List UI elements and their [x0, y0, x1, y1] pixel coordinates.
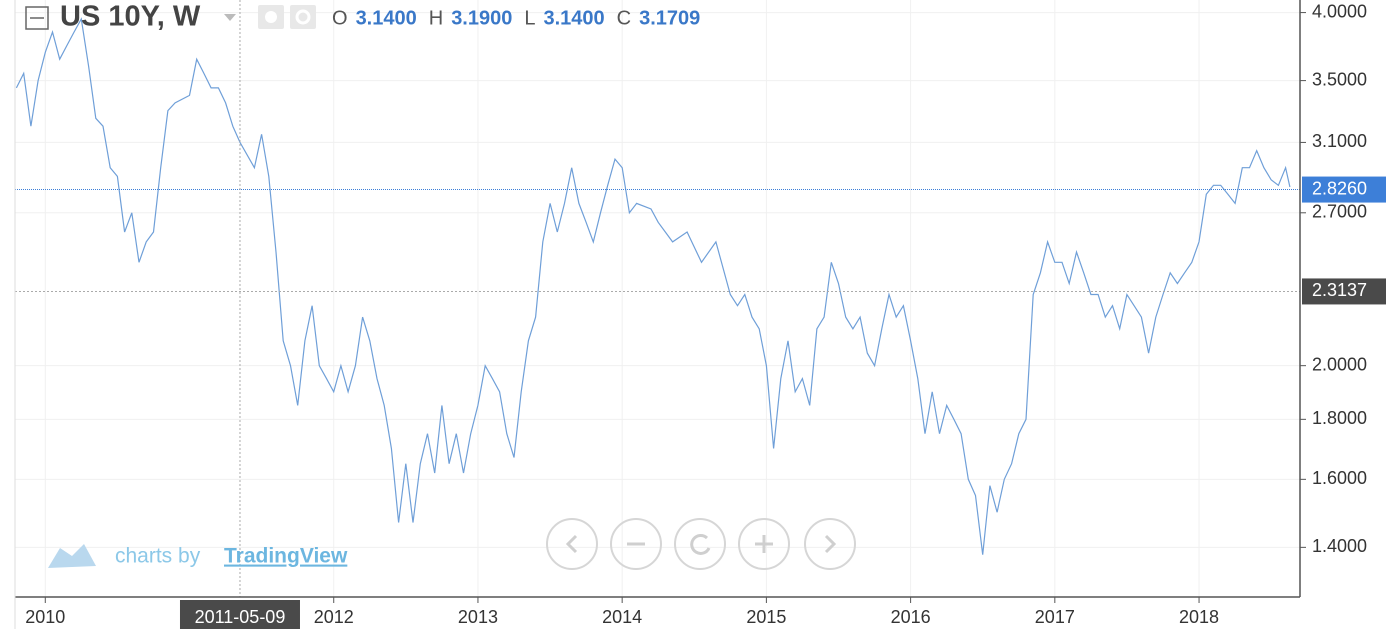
labels: 1.4000 1.6000 1.8000 2.0000 2.7000 3.1000 3.50…	[25, 1, 1386, 629]
scroll-left-button[interactable]	[546, 518, 598, 570]
plus-icon	[755, 535, 773, 553]
plot	[15, 0, 1300, 597]
grid	[15, 0, 1300, 597]
x-tick-label: 2018	[1179, 607, 1219, 627]
last-price-label: 2.8260	[1312, 178, 1367, 198]
reset-button[interactable]	[674, 518, 726, 570]
tradingview-logo	[48, 544, 96, 568]
y-tick-label: 2.0000	[1312, 354, 1367, 374]
eye-icon	[265, 11, 277, 23]
crosshair-x-label: 2011-05-09	[195, 607, 286, 627]
settings-button[interactable]	[290, 5, 316, 29]
ohlc-value: 3.1900	[451, 7, 512, 29]
ohlc-key: H	[429, 7, 443, 29]
watermark-prefix: charts by	[115, 545, 201, 568]
ohlc-value: 3.1709	[639, 7, 700, 29]
crosshair-y-label: 2.3137	[1312, 280, 1367, 300]
last-price-badge	[1302, 176, 1386, 203]
x-tick-label: 2013	[458, 607, 498, 627]
collapse-icon[interactable]	[25, 6, 49, 30]
y-tick-label: 1.8000	[1312, 408, 1367, 428]
y-tick-label: 3.5000	[1312, 69, 1367, 89]
crosshair-y-badge	[1302, 278, 1386, 305]
zoom-out-button[interactable]	[610, 518, 662, 570]
x-tick-label: 2017	[1035, 607, 1075, 627]
price-line-series	[15, 17, 1291, 555]
ohlc: O 3.1400 H 3.1900 L 3.1400 C 3.1709	[332, 7, 700, 29]
watermark-brand[interactable]: TradingView	[224, 545, 348, 568]
zoom-in-button[interactable]	[738, 518, 790, 570]
left-icon	[565, 534, 578, 554]
gear-icon	[295, 9, 311, 25]
ohlc-key: O	[332, 7, 348, 29]
ohlc-key: C	[617, 7, 631, 29]
x-tick-label: 2015	[746, 607, 786, 627]
y-tick-label: 1.4000	[1312, 536, 1367, 556]
ohlc-value: 3.1400	[356, 7, 417, 29]
crosshair-x-badge	[179, 600, 300, 629]
scroll-right-button[interactable]	[804, 518, 856, 570]
right-icon	[824, 534, 837, 554]
ohlc-key: L	[524, 7, 535, 29]
y-tick-label: 3.1000	[1312, 131, 1367, 151]
y-tick-label: 1.6000	[1312, 468, 1367, 488]
nav-icons	[565, 533, 837, 555]
dropdown-arrow[interactable]	[224, 14, 236, 21]
y-tick-label: 4.0000	[1312, 1, 1367, 21]
x-tick-label: 2010	[25, 607, 65, 627]
y-tick-label: 2.7000	[1312, 202, 1367, 222]
ohlc-value: 3.1400	[543, 7, 604, 29]
reset-icon	[690, 533, 711, 555]
x-tick-label: 2014	[602, 607, 642, 627]
symbol-title: US 10Y, W	[60, 1, 201, 33]
x-tick-label: 2016	[891, 607, 931, 627]
nav-buttons	[546, 518, 856, 570]
x-tick-label: 2012	[314, 607, 354, 627]
